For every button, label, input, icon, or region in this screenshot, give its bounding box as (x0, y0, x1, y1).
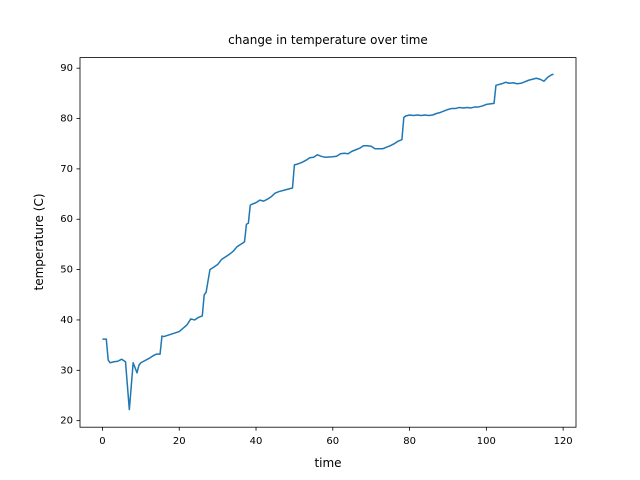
line (102, 73, 554, 411)
x-tick-label: 0 (99, 436, 105, 447)
y-tick-label: 20 (60, 416, 73, 427)
chart-title: change in temperature over time (228, 33, 428, 47)
y-tick-label: 90 (60, 63, 73, 74)
x-tick-label: 20 (173, 436, 186, 447)
y-axis-label: temperature (C) (32, 194, 46, 291)
y-tick-label: 30 (60, 365, 73, 376)
y-tick-label: 50 (60, 265, 73, 276)
plot-frame (79, 57, 577, 428)
y-tick-label: 80 (60, 114, 73, 125)
x-tick-label: 120 (554, 436, 573, 447)
y-tick-label: 70 (60, 164, 73, 175)
y-tick-label: 40 (60, 315, 73, 326)
x-tick-label: 100 (477, 436, 496, 447)
y-tick-label: 60 (60, 214, 73, 225)
x-tick-label: 40 (250, 436, 263, 447)
x-tick-label: 60 (326, 436, 339, 447)
x-tick-label: 80 (403, 436, 416, 447)
x-axis-label: time (314, 456, 341, 470)
